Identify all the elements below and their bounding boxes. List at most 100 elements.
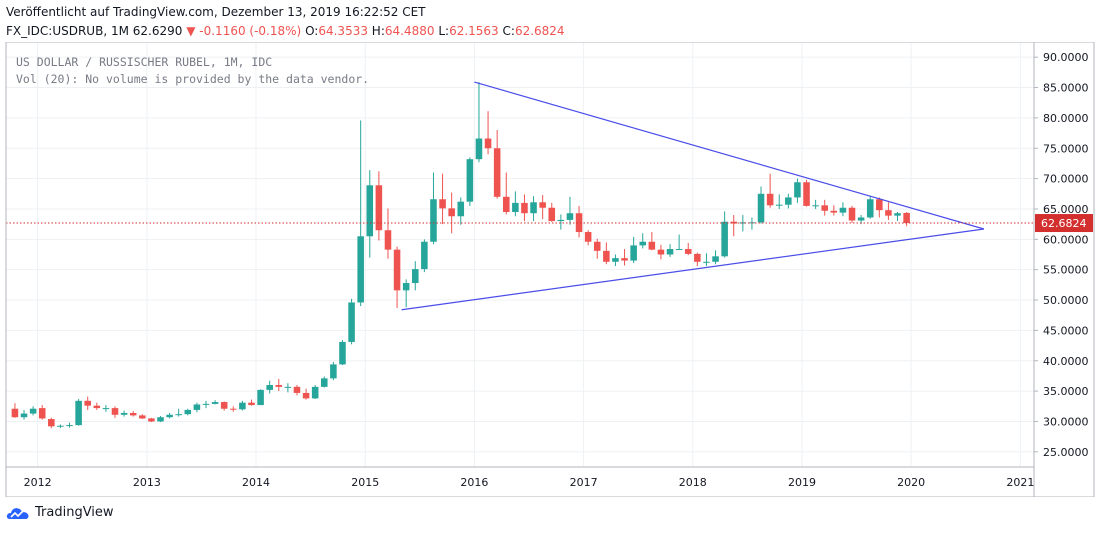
candle-body [584,232,592,242]
candle [812,199,819,209]
candle [866,196,874,219]
candle [903,212,910,227]
candle [748,217,756,230]
x-tick-label: 2013 [133,476,161,489]
volume-note: Vol (20): No volume is provided by the d… [16,72,369,86]
y-tick-label: 50.0000 [1043,294,1089,307]
candle-body [393,249,401,291]
candle [603,242,610,265]
x-tick-label: 2014 [242,476,270,489]
candle [384,208,392,259]
y-tick-label: 30.0000 [1043,415,1089,428]
candle [29,406,37,416]
candle-body [721,221,728,257]
candle-body [821,205,828,211]
candle-body [193,404,201,410]
candle-body [439,199,446,209]
upper-trendline[interactable] [474,81,985,230]
candle-body [384,230,392,250]
candle [493,130,501,199]
candle-body [666,249,674,255]
candle [266,380,273,394]
x-tick-label: 2015 [351,476,379,489]
candle [775,194,783,209]
candle [666,244,674,257]
candle [220,401,228,411]
candle-body [885,210,892,216]
candle [257,389,264,406]
candle-body [84,400,91,406]
candle-body [175,414,182,416]
drawings [6,81,1034,311]
candle [84,396,91,410]
candle-body [630,245,637,261]
candle [193,402,201,413]
candles [11,82,910,429]
candle-body [566,213,574,220]
candle-body [293,386,301,393]
x-tick-label: 2020 [897,476,925,489]
candle [11,403,19,418]
axes: US DOLLAR / RUSSISCHER RUBEL, 1M, IDC Vo… [5,42,1095,497]
candle-body [539,202,546,208]
candle [721,211,728,258]
lower-trendline[interactable] [401,228,985,311]
candle [111,406,119,418]
candle [876,197,883,218]
candle [175,408,182,417]
candle-body [111,408,119,415]
candle-body [830,210,838,213]
candle [575,205,583,238]
candle-body [684,249,692,254]
candle [785,193,792,209]
candle [657,244,665,260]
candle-body [284,386,292,388]
candle [120,410,128,417]
candle-body [803,182,810,206]
candle [211,400,219,405]
candle-body [739,222,747,224]
low-label: L: [438,24,450,38]
x-tick-label: 2018 [679,476,707,489]
candle [366,170,374,258]
candle-body [348,302,355,342]
candle-body [239,402,246,410]
candle-body [375,185,383,231]
candle [466,157,474,206]
candle [129,411,137,417]
candle [66,422,73,428]
candle [430,172,437,245]
candle [566,196,574,225]
candle [821,199,828,216]
candle-body [411,269,419,284]
candle [530,196,537,222]
candle [694,252,701,267]
candle-body [211,402,219,404]
candle [166,412,173,419]
y-tick-label: 70.0000 [1043,173,1089,186]
symbol-label: FX_IDC:USDRUB, 1M [6,24,129,38]
candle-body [257,389,264,406]
y-tick-label: 55.0000 [1043,264,1089,277]
candle-body [11,408,19,418]
close-label: C: [502,24,515,38]
candle-body [148,418,155,422]
high-label: H: [371,24,385,38]
candle-body [20,413,28,418]
candle-body [366,185,374,237]
candle [202,400,210,409]
candle [648,232,656,251]
y-tick-label: 35.0000 [1043,385,1089,398]
candle-body [48,419,55,427]
price-chart[interactable]: US DOLLAR / RUSSISCHER RUBEL, 1M, IDC Vo… [0,42,1100,497]
candle-body [575,213,583,233]
candle-body [866,199,874,218]
high-value: 64.4880 [384,24,435,38]
candle [730,215,738,237]
candle-body [785,197,792,205]
candle-body [202,403,210,405]
candle-body [66,425,73,427]
candle-body [475,138,483,160]
tradingview-cloud-icon [6,507,29,519]
footer-brand[interactable]: TradingView [6,505,114,520]
